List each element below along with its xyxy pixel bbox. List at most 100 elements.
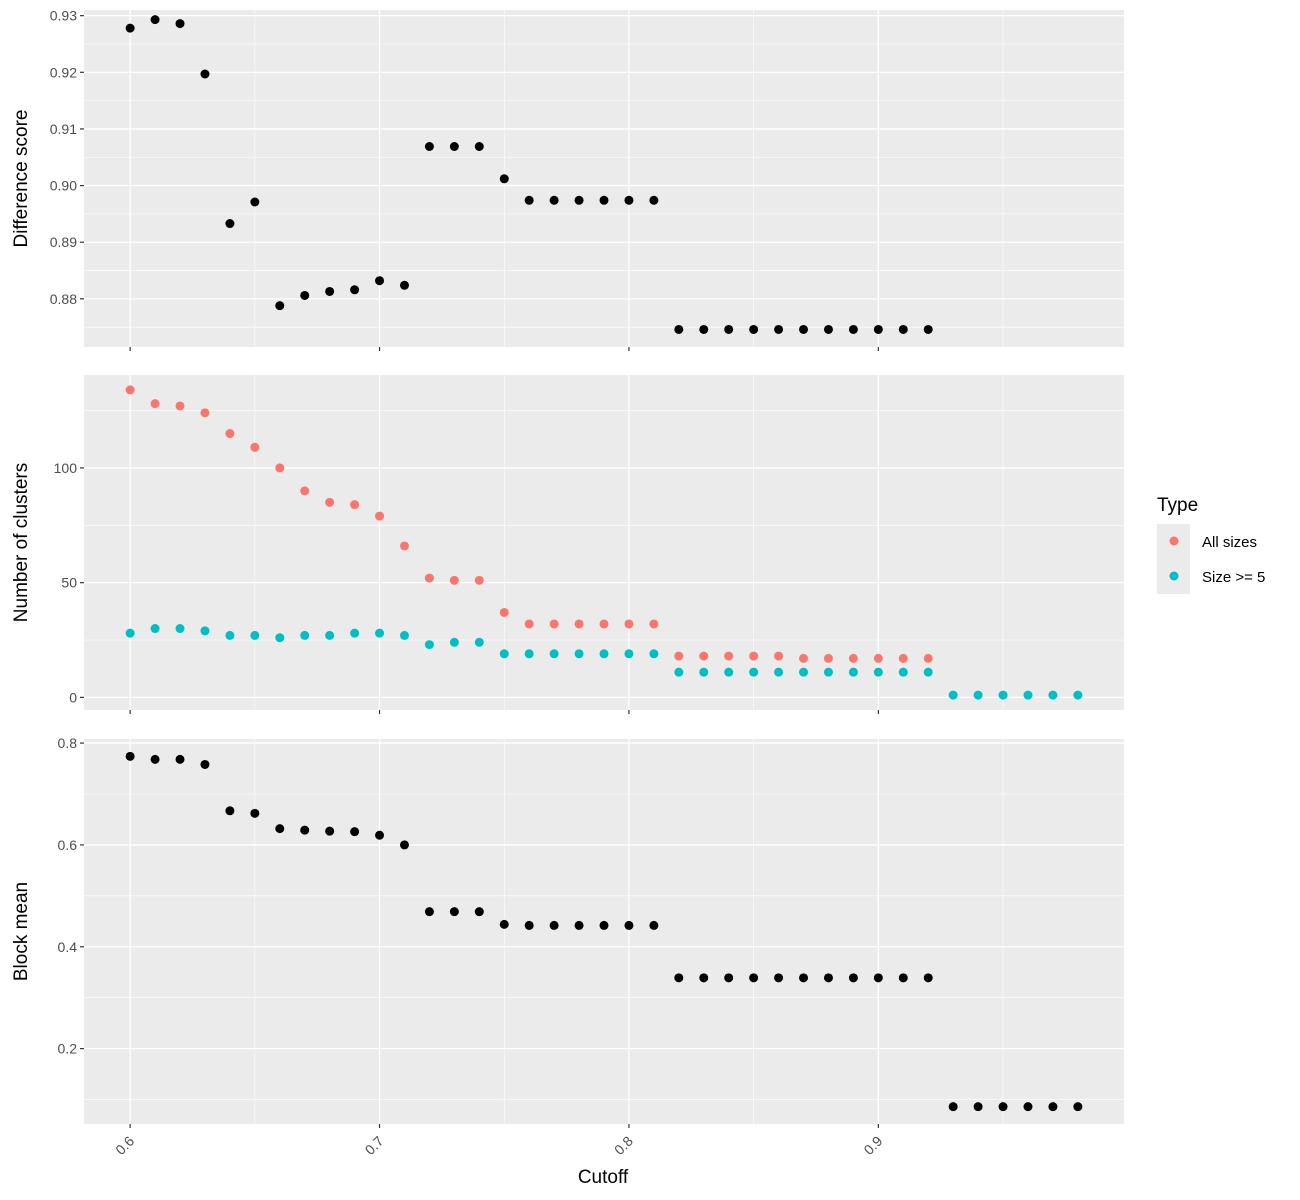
data-point: [624, 649, 634, 659]
data-point: [549, 649, 559, 659]
data-point: [275, 301, 285, 311]
data-point: [649, 619, 659, 629]
data-point: [948, 1102, 958, 1112]
data-point: [225, 219, 235, 229]
y-tick-label: 0.90: [50, 178, 77, 194]
data-point: [749, 667, 759, 677]
y-axis-title: Number of clusters: [11, 463, 32, 622]
data-point: [300, 290, 310, 300]
series-1: [125, 15, 933, 334]
y-axis-title: Difference score: [11, 110, 32, 248]
panel-background: [84, 375, 1124, 710]
data-point: [823, 667, 833, 677]
panel-background: [84, 739, 1124, 1124]
data-point: [574, 920, 584, 930]
data-point: [649, 195, 659, 205]
panel-1: 0.88 0.89 0.90 0.91 0.92 0.93 Difference score: [11, 8, 1124, 351]
data-point: [674, 651, 684, 661]
data-point: [549, 619, 559, 629]
data-point: [973, 690, 983, 700]
data-point: [624, 195, 634, 205]
data-point: [200, 626, 210, 636]
y-tick-label: 0: [69, 689, 77, 705]
x-tick-label: 0.9: [860, 1133, 885, 1158]
data-point: [823, 973, 833, 983]
data-point: [399, 541, 409, 551]
data-point: [898, 324, 908, 334]
data-point: [125, 751, 135, 761]
data-point: [649, 649, 659, 659]
data-point: [399, 630, 409, 640]
data-point: [175, 624, 185, 634]
x-tick-label: 0.6: [112, 1133, 137, 1158]
data-point: [175, 754, 185, 764]
data-point: [873, 667, 883, 677]
data-point: [1073, 1102, 1083, 1112]
data-point: [125, 628, 135, 638]
data-point: [549, 920, 559, 930]
legend-label-size-ge-5: Size >= 5: [1202, 569, 1265, 586]
data-point: [799, 667, 809, 677]
x-tick-label: 0.8: [611, 1133, 636, 1158]
data-point: [424, 573, 434, 583]
data-point: [1073, 690, 1083, 700]
data-point: [325, 286, 335, 296]
legend-key-all-sizes: [1169, 536, 1179, 546]
data-point: [848, 667, 858, 677]
data-point: [724, 973, 734, 983]
data-point: [474, 575, 484, 585]
x-axis-title: Cutoff: [578, 1167, 629, 1188]
data-point: [873, 973, 883, 983]
data-point: [300, 630, 310, 640]
data-point: [873, 653, 883, 663]
legend: Type All sizes Size >= 5: [1157, 495, 1265, 594]
data-point: [200, 408, 210, 418]
data-point: [125, 23, 135, 33]
data-point: [1023, 690, 1033, 700]
data-point: [774, 651, 784, 661]
data-point: [674, 973, 684, 983]
data-point: [998, 690, 1008, 700]
data-point: [1048, 1102, 1058, 1112]
data-point: [175, 19, 185, 29]
data-point: [624, 920, 634, 930]
panel-2: 0 50 100 Number of clusters: [11, 375, 1124, 714]
data-point: [898, 653, 908, 663]
data-point: [275, 463, 285, 473]
legend-key-size-ge-5: [1169, 571, 1179, 581]
data-point: [350, 628, 360, 638]
data-point: [399, 840, 409, 850]
data-point: [549, 195, 559, 205]
data-point: [848, 653, 858, 663]
y-tick-label: 0.88: [50, 291, 77, 307]
data-point: [375, 830, 385, 840]
data-point: [350, 827, 360, 837]
data-point: [350, 285, 360, 295]
data-point: [624, 619, 634, 629]
y-axis-title: Block mean: [11, 882, 32, 981]
data-point: [898, 973, 908, 983]
y-tick-label: 50: [61, 575, 77, 591]
data-point: [225, 630, 235, 640]
data-point: [175, 401, 185, 411]
data-point: [699, 973, 709, 983]
data-point: [923, 667, 933, 677]
series-1: [125, 751, 1083, 1112]
data-point: [973, 1102, 983, 1112]
data-point: [724, 324, 734, 334]
data-point: [699, 651, 709, 661]
data-point: [375, 628, 385, 638]
data-point: [399, 280, 409, 290]
data-point: [873, 324, 883, 334]
y-tick-label: 0.4: [58, 939, 78, 955]
data-point: [1048, 690, 1058, 700]
data-point: [574, 649, 584, 659]
data-point: [799, 324, 809, 334]
data-point: [574, 619, 584, 629]
y-tick-label: 0.93: [50, 8, 77, 24]
y-tick-label: 0.91: [50, 121, 77, 137]
data-point: [150, 754, 160, 764]
y-tick-label: 0.2: [58, 1041, 78, 1057]
data-point: [524, 649, 534, 659]
